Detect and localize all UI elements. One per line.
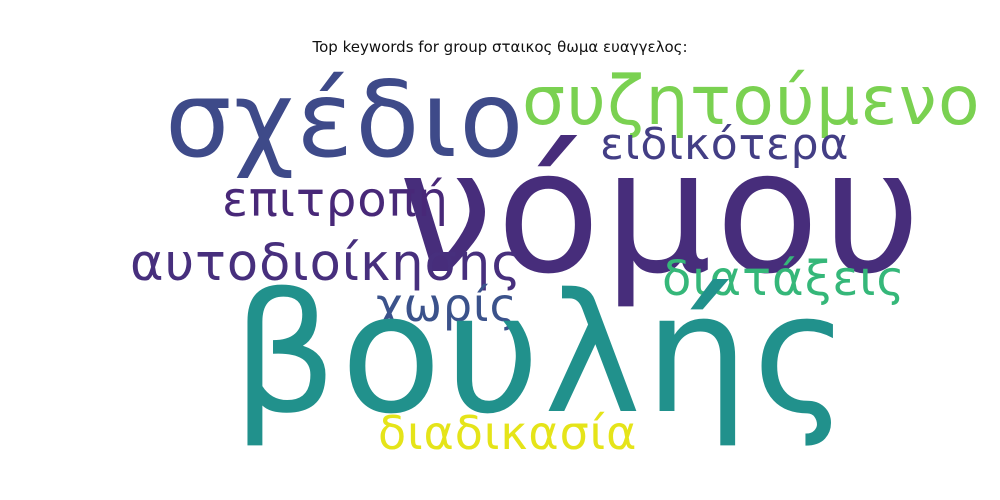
word-diataxeis: διατάξεις	[662, 251, 906, 307]
word-syzitoumeno: συζητούμενο	[522, 62, 981, 141]
word-aftodioikisis: αυτοδιοίκησης	[130, 234, 523, 293]
word-sxedio: σχέδιο	[165, 59, 526, 181]
word-diadikasia: διαδικασία	[378, 406, 638, 460]
word-choris: χωρίς	[376, 278, 518, 332]
word-eidikotera: ειδικότερα	[600, 119, 850, 170]
word-voulis: βουλής	[232, 258, 853, 450]
word-epitropi: επιτροπή	[222, 172, 449, 228]
chart-title: Top keywords for group σταικος θωμα ευαγ…	[312, 38, 688, 56]
word-nomou: νόμου	[398, 114, 925, 312]
